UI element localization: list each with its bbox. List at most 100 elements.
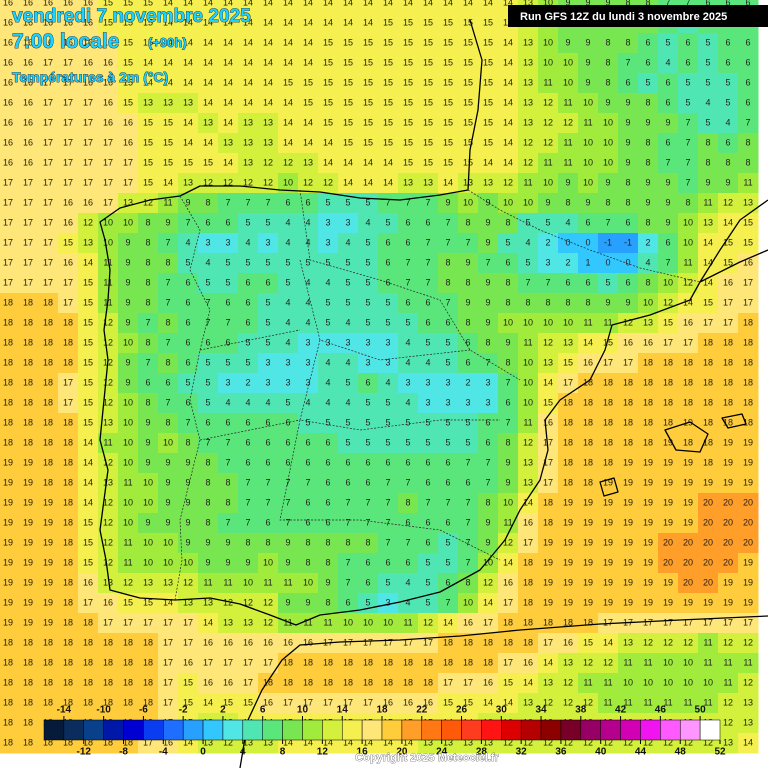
temperature-value: 18	[3, 677, 13, 687]
temperature-cell	[658, 133, 679, 154]
temperature-cell	[378, 53, 399, 74]
temperature-value: 13	[203, 117, 213, 127]
temperature-cell	[578, 433, 599, 454]
temperature-cell	[238, 193, 259, 214]
temperature-value: 11	[683, 257, 692, 267]
temperature-cell	[618, 153, 639, 174]
temperature-value: 15	[83, 417, 93, 427]
temperature-value: 14	[383, 157, 393, 167]
temperature-value: 6	[365, 377, 370, 387]
temperature-cell	[358, 13, 379, 34]
temperature-cell	[638, 33, 659, 54]
temperature-value: 18	[343, 657, 353, 667]
temperature-value: 6	[285, 437, 290, 447]
temperature-value: 9	[305, 597, 310, 607]
temperature-value: 12	[743, 677, 753, 687]
temperature-cell	[78, 373, 99, 394]
temperature-cell	[278, 153, 299, 174]
temperature-cell	[178, 33, 199, 54]
temperature-value: 17	[63, 137, 73, 147]
temperature-value: 5	[705, 57, 710, 67]
temperature-cell	[38, 253, 59, 274]
temperature-cell	[78, 53, 99, 74]
temperature-value: 8	[585, 297, 590, 307]
temperature-cell	[98, 453, 119, 474]
temperature-value: 7	[165, 297, 170, 307]
temperature-cell	[78, 253, 99, 274]
temperature-cell	[438, 0, 459, 14]
temperature-cell	[718, 113, 739, 134]
temperature-value: 8	[625, 197, 630, 207]
temperature-cell	[418, 333, 439, 354]
temperature-value: 8	[185, 437, 190, 447]
temperature-value: 14	[263, 97, 273, 107]
forecast-lead: (+90h)	[148, 35, 187, 50]
temperature-value: 17	[43, 197, 53, 207]
temperature-value: 14	[203, 97, 213, 107]
temperature-value: 14	[163, 177, 173, 187]
temperature-cell	[538, 213, 559, 234]
temperature-value: 7	[185, 417, 190, 427]
temperature-cell	[238, 253, 259, 274]
temperature-cell	[338, 473, 359, 494]
temperature-value: 5	[385, 417, 390, 427]
temperature-cell	[278, 233, 299, 254]
temperature-cell	[458, 113, 479, 134]
temperature-cell	[598, 93, 619, 114]
temperature-value: 10	[503, 317, 513, 327]
temperature-value: 3	[365, 337, 370, 347]
temperature-value: 12	[283, 157, 293, 167]
temperature-value: 9	[125, 257, 130, 267]
temperature-value: 9	[625, 137, 630, 147]
temperature-value: 10	[503, 197, 513, 207]
temperature-value: 19	[663, 477, 673, 487]
temperature-value: 10	[483, 557, 493, 567]
temperature-cell	[538, 33, 559, 54]
temperature-value: 3	[285, 357, 290, 367]
temperature-value: 5	[445, 537, 450, 547]
temperature-value: 7	[465, 557, 470, 567]
temperature-cell	[618, 353, 639, 374]
temperature-value: 3	[405, 377, 410, 387]
temperature-cell	[198, 0, 219, 14]
temperature-cell	[638, 413, 659, 434]
temperature-cell	[278, 313, 299, 334]
temperature-value: 13	[243, 137, 253, 147]
temperature-value: 15	[143, 137, 153, 147]
temperature-value: 18	[3, 657, 13, 667]
temperature-value: 10	[683, 657, 693, 667]
temperature-value: 19	[743, 437, 753, 447]
temperature-cell	[418, 233, 439, 254]
temperature-value: -1	[624, 237, 632, 247]
temperature-value: 6	[265, 437, 270, 447]
temperature-cell	[698, 53, 719, 74]
temperature-cell	[698, 233, 719, 254]
temperature-cell	[0, 253, 19, 274]
scale-swatch	[421, 719, 442, 741]
temperature-value: 18	[23, 437, 33, 447]
temperature-value: 9	[225, 537, 230, 547]
temperature-cell	[498, 333, 519, 354]
temperature-value: 11	[103, 277, 112, 287]
temperature-value: 18	[123, 677, 133, 687]
temperature-value: 3	[485, 397, 490, 407]
temperature-value: 19	[43, 557, 53, 567]
temperature-cell	[598, 293, 619, 314]
temperature-value: 5	[365, 317, 370, 327]
temperature-value: 14	[183, 57, 193, 67]
temperature-cell	[198, 153, 219, 174]
temperature-cell	[338, 213, 359, 234]
temperature-cell	[158, 173, 179, 194]
temperature-cell	[298, 13, 319, 34]
temperature-cell	[358, 53, 379, 74]
temperature-value: 7	[425, 197, 430, 207]
temperature-cell	[518, 113, 539, 134]
temperature-value: 8	[645, 137, 650, 147]
temperature-value: 14	[503, 77, 513, 87]
temperature-cell	[718, 53, 739, 74]
temperature-value: 5	[385, 397, 390, 407]
temperature-cell	[638, 453, 659, 474]
temperature-value: 6	[585, 217, 590, 227]
temperature-value: 18	[123, 657, 133, 667]
temperature-cell	[298, 453, 319, 474]
